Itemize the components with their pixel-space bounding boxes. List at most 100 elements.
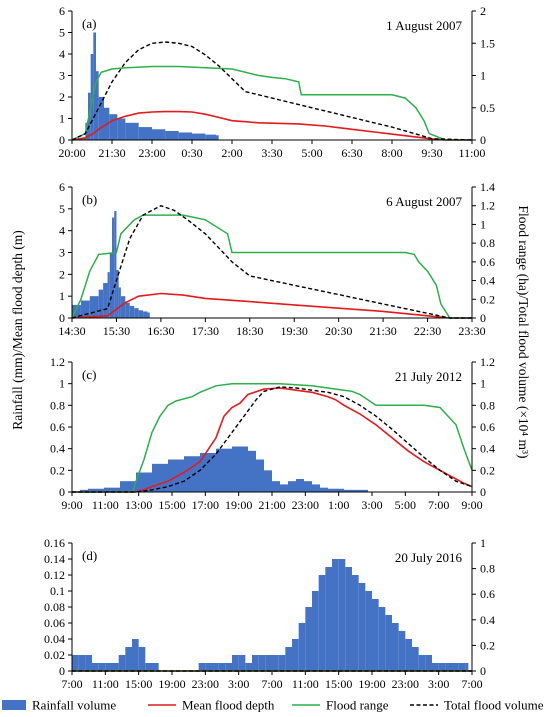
x-tick-label: 21:30 <box>98 146 125 160</box>
x-tick-label: 7:00 <box>461 677 482 691</box>
x-tick-label: 19:30 <box>281 324 308 338</box>
chart-panel: 0 0.2 0.4 0.6 0.8 1 1.2 0 0.2 0.4 0.6 0.8 1 1.2 9:00 11… <box>50 355 495 512</box>
x-tick-label: 23:00 <box>138 146 165 160</box>
rainfall-bar <box>118 655 126 671</box>
y2-tick-label: 1 <box>480 217 486 231</box>
x-tick-label: 19:00 <box>358 677 385 691</box>
x-tick-label: 21:30 <box>369 324 396 338</box>
rainfall-bar <box>105 663 112 671</box>
x-tick-label: 20:00 <box>58 146 85 160</box>
y2-tick-label: 1 <box>480 69 486 83</box>
rainfall-bar <box>278 655 286 671</box>
rainfall-bar <box>225 663 232 671</box>
y-tick-label: 1 <box>59 377 65 391</box>
panel-label: (a) <box>82 16 96 31</box>
rainfall-bar <box>120 296 126 318</box>
rainfall-bar <box>92 663 99 671</box>
y2-tick-label: 0 <box>480 664 486 678</box>
y2-tick-label: 0.5 <box>480 101 495 115</box>
rainfall-bar <box>288 481 296 492</box>
y2-tick-label: 0.2 <box>480 463 495 477</box>
y-tick-label: 0.8 <box>50 398 65 412</box>
y2-axis-label: Flood range (ha)/Total flood volume (×10… <box>516 205 531 458</box>
rainfall-bar <box>152 129 166 140</box>
x-tick-label: 20:30 <box>325 324 352 338</box>
rainfall-bar <box>80 300 90 318</box>
panel-date: 6 August 2007 <box>386 194 462 209</box>
rainfall-bar <box>345 567 352 671</box>
rainfall-bar <box>216 448 232 492</box>
y-tick-label: 0.2 <box>50 463 65 477</box>
rainfall-bar <box>438 663 446 671</box>
x-tick-label: 23:00 <box>392 677 419 691</box>
rainfall-bar <box>125 122 139 140</box>
rainfall-bar <box>392 623 399 671</box>
rainfall-bar <box>272 481 280 492</box>
x-tick-label: 0:30 <box>181 146 202 160</box>
rainfall-bar <box>78 655 86 671</box>
x-tick-label: 5:00 <box>395 498 416 512</box>
y-tick-label: 1.2 <box>50 355 65 369</box>
y2-tick-label: 0.4 <box>480 442 495 456</box>
rainfall-bar <box>232 655 239 671</box>
x-tick-label: 5:00 <box>301 146 322 160</box>
rainfall-bar <box>98 663 106 671</box>
rainfall-bar <box>252 655 259 671</box>
x-tick-label: 8:00 <box>381 146 402 160</box>
rainfall-bar <box>85 655 92 671</box>
x-tick-label: 3:00 <box>428 677 449 691</box>
rainfall-bar <box>118 287 121 318</box>
rainfall-bar <box>296 479 304 492</box>
x-tick-label: 16:30 <box>147 324 174 338</box>
y-tick-label: 0.4 <box>50 442 65 456</box>
rainfall-bar <box>96 71 99 140</box>
legend: Rainfall volume Mean flood depth Flood ran… <box>2 698 544 713</box>
rainfall-bar <box>192 133 206 140</box>
rainfall-bar <box>365 591 372 671</box>
x-tick-label: 15:00 <box>325 677 352 691</box>
y2-tick-label: 0.8 <box>480 236 495 250</box>
rainfall-bar <box>312 591 319 671</box>
rainfall-bar <box>216 135 219 140</box>
legend-label: Mean flood depth <box>182 698 275 713</box>
rainfall-bar <box>134 308 139 318</box>
chart-panel: 0 1 2 3 4 5 6 0 0.5 1 1.5 2 20:00 21:30 23:00 0:30 2:00 3… <box>58 4 495 160</box>
flood-range-line <box>72 382 473 493</box>
rainfall-bar <box>405 639 412 671</box>
x-tick-label: 19:00 <box>225 498 252 512</box>
y-tick-label: 0 <box>59 664 65 678</box>
y2-tick-label: 0 <box>480 311 486 325</box>
panel-label: (d) <box>82 548 97 563</box>
rainfall-bar <box>165 130 179 140</box>
rainfall-bar <box>328 488 344 492</box>
x-tick-label: 13:00 <box>125 498 152 512</box>
rainfall-bar <box>378 607 386 671</box>
x-tick-label: 9:00 <box>61 498 82 512</box>
rainfall-bar <box>205 663 212 671</box>
rainfall-bar <box>344 489 360 492</box>
panel-label: (c) <box>82 367 96 382</box>
x-tick-label: 21:00 <box>258 498 285 512</box>
y-tick-label: 0.1 <box>50 584 65 598</box>
rainfall-bar <box>256 459 264 492</box>
y-tick-label: 3 <box>59 69 65 83</box>
rainfall-bar <box>200 453 216 492</box>
y-tick-label: 0.6 <box>50 420 65 434</box>
rainfall-bar <box>264 470 272 492</box>
y2-tick-label: 0.2 <box>480 292 495 306</box>
y-tick-label: 0 <box>59 133 65 147</box>
rainfall-bar <box>320 487 328 492</box>
rainfall-bar <box>318 575 326 671</box>
y-tick-label: 5 <box>59 26 65 40</box>
rainfall-bar <box>305 607 312 671</box>
panel-label: (b) <box>82 192 97 207</box>
rainfall-bar <box>445 663 452 671</box>
x-tick-label: 23:00 <box>292 498 319 512</box>
rainfall-bar <box>292 639 299 671</box>
mean-flood-depth-line <box>71 110 472 141</box>
flood-range-line <box>71 214 472 319</box>
y-tick-label: 0.14 <box>44 552 65 566</box>
y2-tick-label: 0.6 <box>480 420 495 434</box>
rainfall-bar <box>132 639 139 671</box>
rainfall-bar <box>88 488 104 492</box>
